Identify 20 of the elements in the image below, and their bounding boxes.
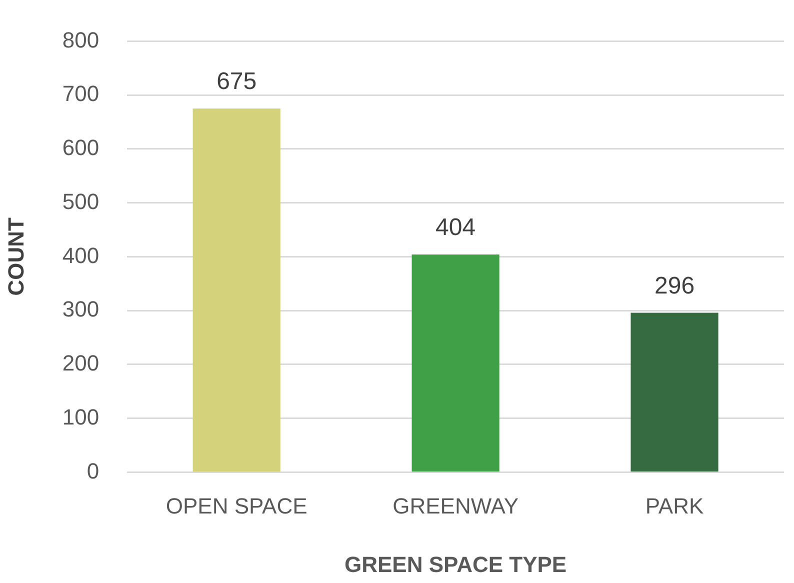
y-tick-label: 800: [62, 27, 100, 52]
y-tick-label: 600: [62, 135, 100, 160]
y-tick-label: 700: [62, 81, 100, 106]
y-tick-label: 300: [62, 296, 100, 322]
y-axis-title: COUNT: [3, 217, 28, 296]
x-tick-label: PARK: [645, 493, 704, 518]
y-tick-label: 500: [62, 188, 100, 214]
y-tick-label: 200: [62, 350, 100, 376]
bar: [192, 108, 280, 472]
y-tick-label: 0: [86, 458, 100, 484]
bar: [630, 312, 718, 472]
x-axis-title: GREEN SPACE TYPE: [344, 552, 567, 577]
x-tick-label: OPEN SPACE: [166, 493, 308, 518]
data-label: 675: [216, 68, 257, 96]
bar: [412, 254, 500, 472]
y-tick-label: 400: [62, 242, 100, 268]
y-tick-label: 100: [62, 404, 100, 430]
data-label: 404: [436, 214, 476, 242]
x-tick-label: GREENWAY: [392, 493, 519, 518]
data-label: 296: [654, 272, 695, 300]
